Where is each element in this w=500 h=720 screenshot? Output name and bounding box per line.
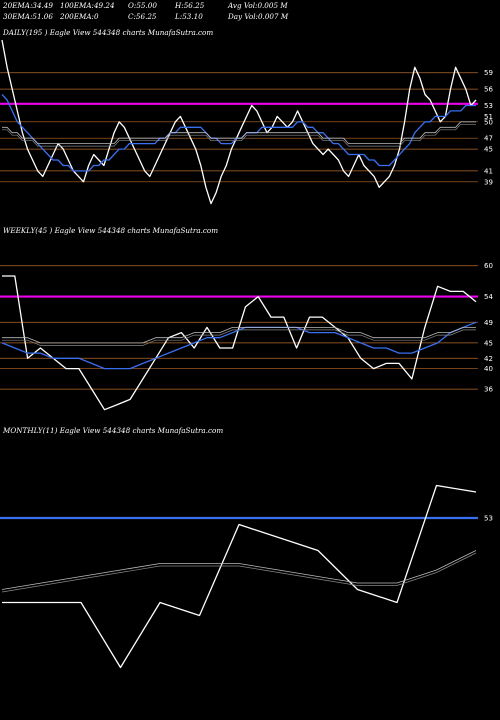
weekly-y-tick-2: 49 <box>484 319 493 327</box>
open-readout: O:55.00 <box>128 1 157 10</box>
daily-ema-slow-band-line <box>2 123 476 147</box>
monthly-price-line <box>2 484 477 669</box>
daily-y-tick-1: 56 <box>484 86 493 94</box>
monthly-ema-slow-band-line <box>1 552 477 593</box>
weekly-y-tick-5: 40 <box>484 365 493 373</box>
weekly-y-tick-4: 42 <box>484 355 493 363</box>
daily-y-tick-7: 41 <box>484 167 493 175</box>
daily-panel-title: DAILY(195 ) Eagle View 544348 charts Mun… <box>3 28 214 37</box>
ema30-readout: 30EMA:51.06 <box>3 12 53 21</box>
weekly-panel-title: WEEKLY(45 ) Eagle View 544348 charts Mun… <box>3 226 219 235</box>
ema100-readout: 100EMA:49.24 <box>60 1 115 10</box>
daily-y-tick-4: 50 <box>484 118 493 126</box>
high-readout: H:56.25 <box>175 1 205 10</box>
weekly-y-tick-6: 36 <box>484 386 493 394</box>
avg-vol-readout: Avg Vol:0.005 M <box>228 1 288 10</box>
daily-y-tick-6: 45 <box>484 146 493 154</box>
daily-y-tick-2: 53 <box>484 102 493 110</box>
close-readout: C:56.25 <box>128 12 157 21</box>
weekly-y-tick-1: 54 <box>484 293 493 301</box>
low-readout: L:53.10 <box>175 12 203 21</box>
daily-y-tick-0: 59 <box>484 69 493 77</box>
daily-ema_slow-line <box>2 121 476 145</box>
monthly-panel-title: MONTHLY(11) Eagle View 544348 charts Mun… <box>3 426 224 435</box>
weekly-y-tick-0: 60 <box>484 262 493 270</box>
weekly-ema_slow-line <box>2 326 476 344</box>
daily-y-tick-8: 39 <box>484 178 493 186</box>
monthly-y-tick-0: 53 <box>484 515 493 523</box>
day-vol-readout: Day Vol:0.007 M <box>228 12 289 21</box>
daily-y-tick-3: 51 <box>484 113 493 121</box>
weekly-ema-slow-band-line <box>2 329 476 346</box>
weekly-y-tick-3: 45 <box>484 339 493 347</box>
daily-y-tick-5: 47 <box>484 135 493 143</box>
monthly-ema_slow-line <box>1 550 477 590</box>
ema200-readout: 200EMA:0 <box>60 12 99 21</box>
ema20-readout: 20EMA:34.49 <box>3 1 53 10</box>
